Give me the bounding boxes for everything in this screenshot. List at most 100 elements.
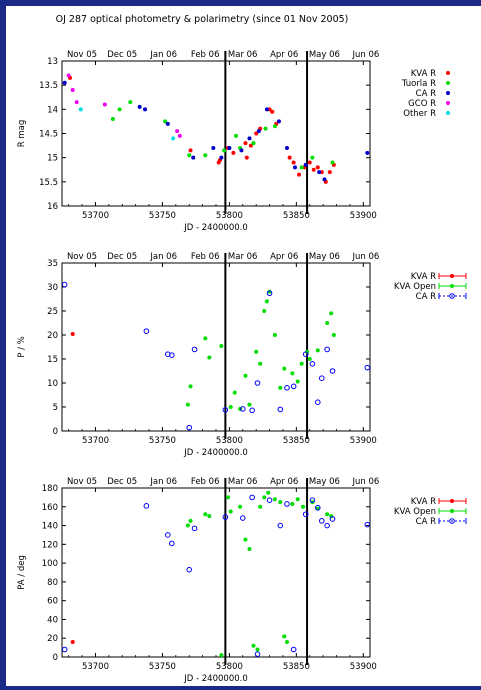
data-point <box>228 405 233 409</box>
data-point <box>164 532 171 538</box>
data-point <box>282 634 287 639</box>
data-point <box>270 109 275 114</box>
data-point <box>239 148 244 153</box>
y-tick-label: 15 <box>47 154 58 164</box>
data-point <box>264 107 269 112</box>
data-point <box>297 172 302 177</box>
data-point <box>243 373 248 378</box>
data-point <box>290 501 295 506</box>
y-tick-label: 100 <box>42 559 58 569</box>
y-tick-label: 5 <box>53 403 58 413</box>
data-point <box>66 73 71 78</box>
data-point <box>231 150 236 155</box>
legend-marker <box>446 101 450 105</box>
y-tick-label: 180 <box>42 484 58 494</box>
x-axis-label: JD - 2400000.0 <box>183 223 248 233</box>
legend-marker <box>450 284 454 288</box>
top-axis-label: Apr 06 <box>270 252 298 262</box>
data-point <box>78 107 83 112</box>
plot-panel: OJ 287 optical photometry & polarimetry … <box>6 6 481 686</box>
data-point <box>143 107 148 112</box>
data-point <box>163 119 168 124</box>
data-point <box>102 102 107 107</box>
data-point <box>315 348 320 353</box>
top-axis-label: Mar 06 <box>228 252 258 262</box>
data-point <box>307 160 312 165</box>
x-tick-label: 53850 <box>283 662 310 672</box>
y-axis-label: R mag <box>17 120 27 148</box>
data-point <box>188 148 193 153</box>
data-point <box>185 523 190 528</box>
data-point <box>254 651 261 657</box>
data-point <box>331 333 336 337</box>
y-tick-label: 160 <box>42 503 58 513</box>
x-tick-label: 53800 <box>216 662 243 672</box>
data-point <box>295 497 300 502</box>
legend-label: CA R <box>416 89 436 99</box>
plot-frame-2 <box>61 262 371 432</box>
data-point <box>277 406 284 413</box>
data-point <box>247 402 252 407</box>
data-point <box>310 155 315 160</box>
plot-frame-3 <box>61 487 371 658</box>
data-point <box>249 407 255 414</box>
data-point <box>203 153 208 158</box>
data-point <box>143 328 150 334</box>
data-point <box>290 383 297 390</box>
top-axis-label: Jan 06 <box>149 477 177 487</box>
data-point <box>191 346 198 353</box>
legend-marker <box>449 518 455 524</box>
top-axis-label: May 06 <box>309 477 340 487</box>
data-point <box>188 518 193 523</box>
x-tick-label: 53900 <box>350 211 377 221</box>
y-tick-label: 15.5 <box>39 178 58 188</box>
data-point <box>191 525 198 532</box>
data-point <box>143 503 150 509</box>
y-tick-label: 40 <box>47 615 58 625</box>
legend-marker <box>446 81 450 85</box>
data-point <box>329 311 334 316</box>
data-point <box>262 495 267 500</box>
data-point <box>191 155 196 160</box>
legend-label: CA R <box>416 292 436 302</box>
data-point <box>165 121 170 126</box>
data-point <box>61 281 68 288</box>
data-point <box>258 504 263 509</box>
data-point <box>290 646 297 653</box>
data-point <box>325 512 330 517</box>
legend-label: KVA R <box>411 69 436 79</box>
data-point <box>203 512 208 517</box>
y-tick-label: 60 <box>47 597 58 607</box>
data-point <box>284 146 289 150</box>
data-point <box>301 504 306 509</box>
data-point <box>247 136 252 141</box>
legend-label: KVA R <box>411 497 436 507</box>
x-tick-label: 53750 <box>149 662 176 672</box>
data-point <box>219 653 224 658</box>
data-point <box>238 504 243 509</box>
data-point <box>303 162 308 167</box>
top-axis-label: Dec 05 <box>107 50 137 60</box>
data-point <box>249 494 255 501</box>
data-point <box>329 368 336 374</box>
legend-marker <box>450 499 454 503</box>
x-axis-label: JD - 2400000.0 <box>183 448 248 458</box>
y-tick-label: 10 <box>47 379 58 389</box>
data-point <box>365 150 370 155</box>
data-point <box>61 646 68 653</box>
data-point <box>325 321 330 325</box>
data-point <box>70 639 75 644</box>
top-axis-label: Nov 05 <box>67 252 97 262</box>
data-point <box>62 80 67 85</box>
top-axis-label: Jan 06 <box>149 252 177 262</box>
top-axis-label: Jun 06 <box>351 50 379 60</box>
data-point <box>211 146 216 150</box>
data-point <box>364 364 371 371</box>
legend-label: Other R <box>403 109 436 119</box>
data-point <box>243 537 248 542</box>
legend-label: Tuorla R <box>401 79 436 89</box>
top-axis-label: May 06 <box>309 252 340 262</box>
x-tick-label: 53750 <box>149 436 176 446</box>
data-point <box>262 309 267 313</box>
